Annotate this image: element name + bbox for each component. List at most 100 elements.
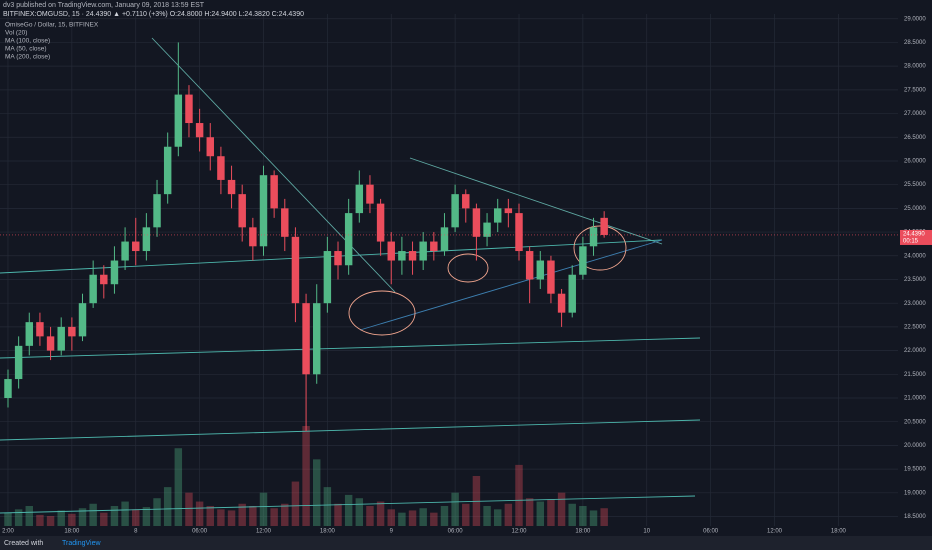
volume-bar <box>579 506 587 526</box>
trendline <box>0 419 701 441</box>
volume-bar <box>589 510 598 526</box>
y-tick-label: 28.0000 <box>904 64 926 70</box>
volume-bar <box>270 508 278 526</box>
axes: 18.5000 19.0000 19.5000 20.0000 20.5000 21.00… <box>2 16 932 535</box>
y-tick-label: 19.5000 <box>904 467 926 473</box>
candle-body <box>600 217 608 235</box>
volume-bar <box>515 464 523 526</box>
candle-body <box>110 260 119 285</box>
candle-body <box>408 251 417 261</box>
legend-entry: MA (50, close) <box>5 46 47 53</box>
candle-body <box>440 227 449 252</box>
volume-bar <box>78 508 87 526</box>
volume-bar <box>547 499 555 526</box>
x-tick-label: 06:00 <box>192 529 208 535</box>
y-tick-label: 29.0000 <box>904 16 926 22</box>
annotation-circle <box>447 253 489 283</box>
trendline <box>359 239 663 331</box>
footer-text: Created with <box>4 540 43 547</box>
volume-bar <box>312 459 321 526</box>
countdown-label: 00:15 <box>903 239 919 245</box>
annotation-circle <box>348 290 416 336</box>
candle-body <box>419 241 427 261</box>
volume-bar <box>387 509 395 526</box>
trendline <box>0 337 701 359</box>
y-tick-label: 20.5000 <box>904 419 926 425</box>
volume-bar <box>153 498 161 526</box>
candle-body <box>344 213 353 266</box>
candle-body <box>579 246 587 275</box>
candle-body <box>142 227 151 252</box>
candle-body <box>515 213 523 252</box>
volume-bar <box>344 494 353 526</box>
candle-body <box>557 293 566 313</box>
y-tick-label: 26.0000 <box>904 159 926 165</box>
candle-body <box>312 303 321 375</box>
volume-bar <box>57 510 65 526</box>
volume-layer <box>4 426 608 526</box>
volume-bar <box>46 516 55 526</box>
grid <box>0 14 898 526</box>
volume-bar <box>36 514 44 526</box>
volume-bar <box>185 492 193 526</box>
x-tick-label: 12:00 <box>256 529 272 535</box>
legend-entry: OmiseGo / Dollar, 15, BITFINEX <box>5 22 99 29</box>
x-tick-label: 06:00 <box>448 529 464 535</box>
volume-bar <box>291 481 300 526</box>
candle-body <box>589 227 598 247</box>
candle-body <box>493 208 502 223</box>
candles <box>0 42 898 432</box>
volume-bar <box>163 487 172 526</box>
legend-entry: MA (200, close) <box>5 54 50 61</box>
y-tick-label: 20.0000 <box>904 443 926 449</box>
candle-body <box>163 146 172 195</box>
candle-body <box>525 251 534 280</box>
candle-body <box>504 208 513 214</box>
price-tag-label: 24.4390 <box>903 232 925 238</box>
volume-bar <box>334 503 342 526</box>
volume-bar <box>483 506 491 526</box>
y-tick-label: 23.5000 <box>904 277 926 283</box>
y-tick-label: 25.0000 <box>904 206 926 212</box>
x-tick-label: 2:00 <box>2 529 14 535</box>
candle-body <box>398 251 406 261</box>
candle-body <box>430 241 438 252</box>
trendline <box>409 157 663 245</box>
candle-body <box>302 303 310 375</box>
volume-bar <box>440 506 449 526</box>
legend-entry: Vol (20) <box>5 30 27 37</box>
candle-body <box>547 260 555 294</box>
volume-bar <box>451 492 459 526</box>
candle-body <box>206 137 214 157</box>
volume-bar <box>25 506 34 526</box>
volume-bar <box>398 512 406 526</box>
x-tick-label: 8 <box>134 529 138 535</box>
volume-bar <box>408 510 417 526</box>
price-tag <box>900 229 932 245</box>
legend-entry: MA (100, close) <box>5 38 50 45</box>
candle-body <box>174 94 183 147</box>
candle-body <box>4 379 12 398</box>
x-tick-label: 06:00 <box>703 529 719 535</box>
y-tick-label: 27.0000 <box>904 111 926 117</box>
y-tick-label: 21.0000 <box>904 396 926 402</box>
volume-bar <box>206 506 214 526</box>
candle-body <box>451 194 459 228</box>
x-tick-label: 9 <box>390 529 394 535</box>
candle-body <box>366 184 374 204</box>
y-tick-label: 22.5000 <box>904 324 926 330</box>
trendline <box>151 37 396 293</box>
volume-bar <box>281 503 289 526</box>
candle-body <box>334 251 342 266</box>
price-axis <box>898 14 932 526</box>
candle-body <box>483 222 491 237</box>
published: dv3 published on TradingView.com, Januar… <box>3 2 205 9</box>
volume-bar <box>493 509 502 526</box>
candle-body <box>78 303 87 337</box>
y-tick-label: 26.5000 <box>904 135 926 141</box>
volume-bar <box>600 508 608 526</box>
volume-bar <box>259 492 268 526</box>
volume-bar <box>68 513 76 526</box>
candle-body <box>14 345 23 380</box>
